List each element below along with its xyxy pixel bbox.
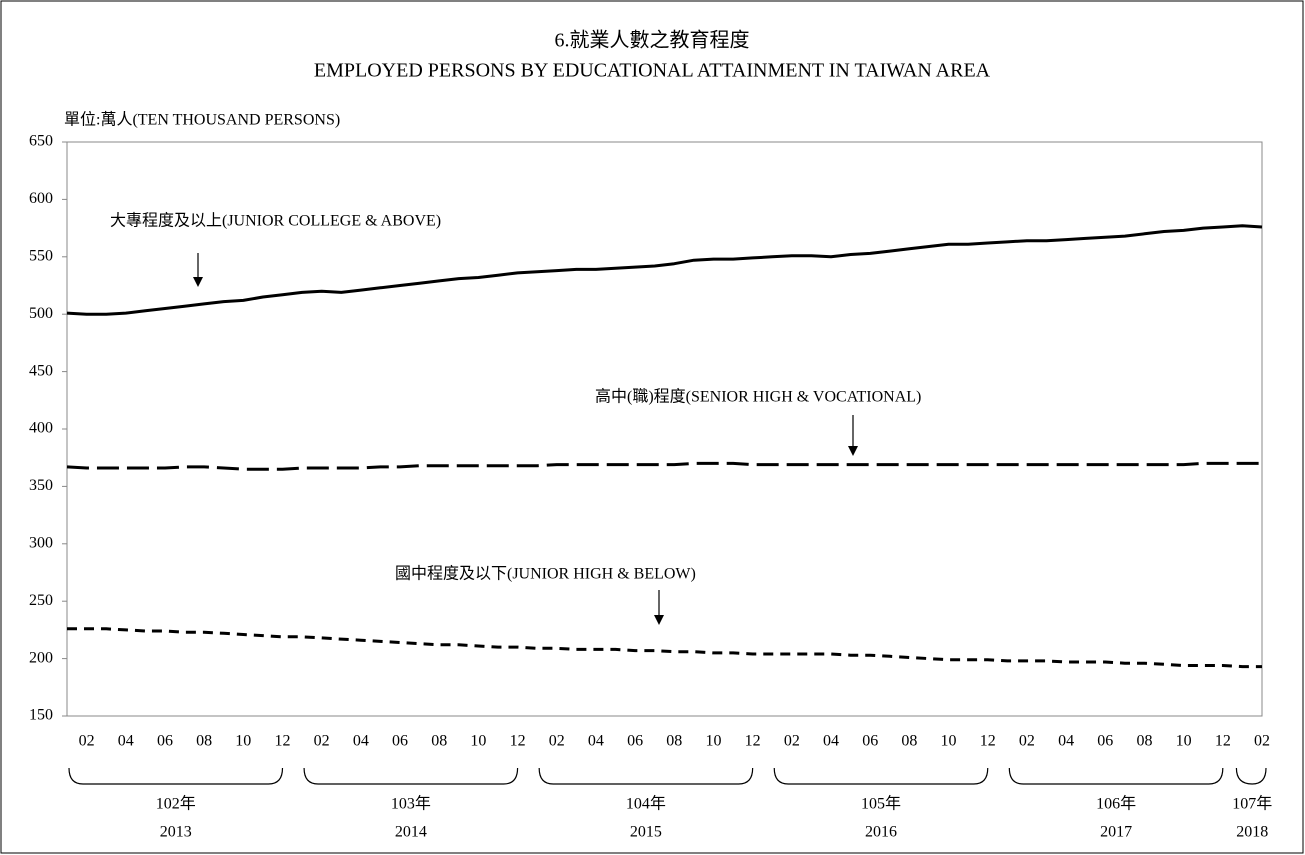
- x-tick-label: 08: [1136, 733, 1152, 750]
- series-annotation: 大專程度及以上(JUNIOR COLLEGE & ABOVE): [110, 212, 441, 230]
- annotation-arrowhead: [848, 446, 858, 456]
- series-annotation: 高中(職)程度(SENIOR HIGH & VOCATIONAL): [595, 388, 921, 406]
- x-tick-label: 02: [1019, 733, 1035, 750]
- series-annotation: 國中程度及以下(JUNIOR HIGH & BELOW): [395, 565, 696, 583]
- x-tick-label: 06: [862, 733, 878, 750]
- y-tick-label: 200: [29, 649, 53, 666]
- x-tick-label: 08: [196, 733, 212, 750]
- year-label: 2013: [160, 824, 192, 841]
- x-tick-label: 10: [235, 733, 251, 750]
- year-brace: [68, 767, 284, 785]
- x-tick-label: 10: [470, 733, 486, 750]
- x-tick-label: 02: [314, 733, 330, 750]
- x-tick-label: 08: [901, 733, 917, 750]
- x-tick-label: 04: [823, 733, 839, 750]
- x-tick-label: 06: [157, 733, 173, 750]
- series-line: [67, 627, 1262, 669]
- x-tick-label: 12: [980, 733, 996, 750]
- y-tick-label: 600: [29, 190, 53, 207]
- year-label: 2015: [630, 824, 662, 841]
- y-tick-label: 650: [29, 133, 53, 150]
- y-tick-label: 500: [29, 305, 53, 322]
- x-tick-label: 02: [784, 733, 800, 750]
- x-tick-label: 02: [549, 733, 565, 750]
- x-tick-label: 12: [510, 733, 526, 750]
- x-tick-label: 10: [941, 733, 957, 750]
- year-brace: [303, 767, 519, 785]
- chart-subtitle: EMPLOYED PERSONS BY EDUCATIONAL ATTAINME…: [314, 60, 991, 82]
- year-brace: [1235, 767, 1267, 785]
- x-tick-label: 06: [1097, 733, 1113, 750]
- y-tick-label: 300: [29, 534, 53, 551]
- series-line: [66, 224, 1263, 316]
- year-label: 2018: [1236, 824, 1268, 841]
- series-line: [66, 461, 1262, 471]
- year-label: 2017: [1100, 824, 1132, 841]
- x-tick-label: 04: [1058, 733, 1074, 750]
- y-tick-label: 450: [29, 362, 53, 379]
- x-tick-label: 08: [666, 733, 682, 750]
- x-tick-label: 04: [118, 733, 134, 750]
- x-tick-label: 10: [705, 733, 721, 750]
- y-tick-label: 350: [29, 477, 53, 494]
- x-tick-label: 04: [588, 733, 604, 750]
- x-tick-label: 10: [1176, 733, 1192, 750]
- year-roc-label: 107年: [1232, 795, 1272, 813]
- year-roc-label: 105年: [861, 795, 901, 813]
- year-brace: [538, 767, 754, 785]
- x-tick-label: 06: [627, 733, 643, 750]
- year-brace: [773, 767, 989, 785]
- x-tick-label: 04: [353, 733, 369, 750]
- x-tick-label: 08: [431, 733, 447, 750]
- year-brace: [1008, 767, 1224, 785]
- x-tick-label: 02: [79, 733, 95, 750]
- y-tick-label: 550: [29, 247, 53, 264]
- y-tick-label: 400: [29, 420, 53, 437]
- year-roc-label: 103年: [391, 795, 431, 813]
- year-label: 2014: [395, 824, 427, 841]
- y-tick-label: 150: [29, 707, 53, 724]
- year-roc-label: 102年: [156, 795, 196, 813]
- x-tick-label: 02: [1254, 733, 1270, 750]
- chart-title: 6.就業人數之教育程度: [555, 29, 750, 52]
- year-label: 2016: [865, 824, 897, 841]
- annotation-arrowhead: [193, 277, 203, 287]
- y-axis-label: 單位:萬人(TEN THOUSAND PERSONS): [64, 111, 340, 129]
- x-tick-label: 06: [392, 733, 408, 750]
- year-roc-label: 106年: [1096, 795, 1136, 813]
- annotation-arrowhead: [654, 615, 664, 625]
- y-tick-label: 250: [29, 592, 53, 609]
- x-tick-label: 12: [745, 733, 761, 750]
- year-roc-label: 104年: [626, 795, 666, 813]
- x-tick-label: 12: [274, 733, 290, 750]
- x-tick-label: 12: [1215, 733, 1231, 750]
